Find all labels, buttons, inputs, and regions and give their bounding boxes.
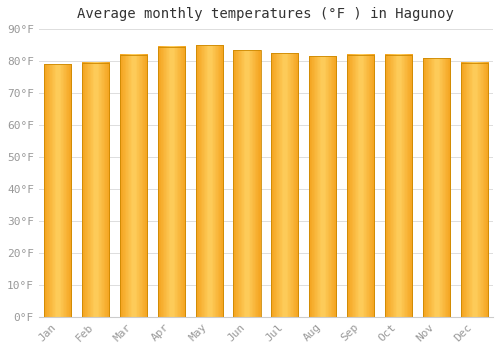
- Bar: [82, 63, 109, 317]
- Bar: [234, 50, 260, 317]
- Bar: [422, 58, 450, 317]
- Bar: [309, 56, 336, 317]
- Bar: [385, 55, 412, 317]
- Bar: [120, 55, 147, 317]
- Bar: [460, 63, 488, 317]
- Bar: [347, 55, 374, 317]
- Bar: [271, 53, 298, 317]
- Bar: [44, 64, 72, 317]
- Bar: [196, 45, 223, 317]
- Bar: [158, 47, 185, 317]
- Title: Average monthly temperatures (°F ) in Hagunoy: Average monthly temperatures (°F ) in Ha…: [78, 7, 454, 21]
